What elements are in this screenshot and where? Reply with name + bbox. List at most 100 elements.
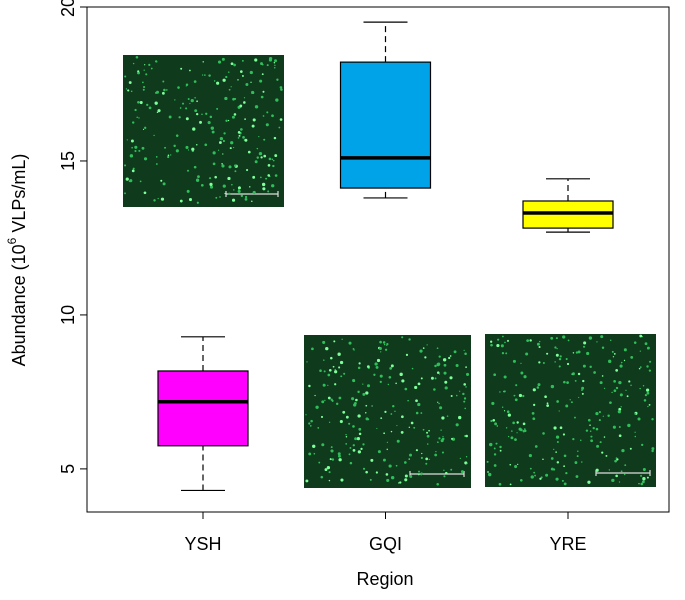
dot (378, 346, 382, 350)
dot (419, 349, 423, 353)
dot (465, 434, 468, 438)
dot (260, 176, 262, 179)
dot (128, 81, 132, 84)
dot (320, 475, 324, 479)
dot (369, 478, 372, 481)
dot (139, 180, 142, 183)
dot (531, 412, 535, 415)
dot (556, 348, 558, 350)
dot (553, 426, 557, 430)
dot (442, 358, 447, 362)
dot (410, 421, 414, 425)
dot (581, 389, 583, 391)
dot (193, 80, 197, 83)
dot (493, 447, 496, 450)
dot (362, 383, 364, 385)
dot (187, 149, 190, 151)
dot (266, 111, 269, 114)
dot (409, 475, 413, 478)
dot (506, 410, 510, 413)
dot (623, 359, 626, 362)
dot (345, 433, 347, 436)
dot (308, 422, 311, 425)
dot (216, 81, 220, 85)
dot (505, 352, 508, 355)
dot (256, 147, 259, 150)
dot (142, 88, 145, 91)
dot (195, 178, 200, 182)
dot (360, 447, 363, 451)
dot (436, 347, 439, 350)
dot (233, 113, 237, 116)
dot (157, 109, 161, 113)
dot (367, 418, 370, 421)
dot (150, 67, 153, 70)
dot (585, 429, 589, 432)
dot (143, 69, 145, 71)
dot (265, 123, 269, 127)
dot (209, 115, 213, 119)
dot (180, 67, 183, 70)
dot (179, 107, 182, 109)
dot (200, 183, 204, 187)
dot (349, 461, 353, 465)
dot (645, 388, 650, 392)
dot (390, 476, 395, 480)
dot (618, 381, 622, 385)
dot (613, 379, 616, 383)
dot (379, 380, 382, 384)
dot (567, 339, 570, 342)
dot (337, 352, 341, 356)
dot (581, 461, 583, 463)
dot (625, 389, 627, 392)
dot (254, 58, 258, 62)
dot (509, 463, 512, 466)
x-tick-label: YSH (184, 534, 221, 554)
dot (514, 398, 518, 402)
dot (230, 86, 232, 88)
dot (441, 451, 444, 454)
dot (173, 144, 176, 148)
dot (370, 458, 374, 462)
dot (490, 340, 493, 343)
dot (449, 376, 453, 380)
dot (186, 189, 190, 193)
dot (227, 119, 230, 122)
dot (418, 474, 420, 476)
dot (238, 134, 241, 137)
dot (325, 346, 329, 351)
dot (537, 383, 541, 387)
dot (633, 341, 637, 344)
dot (536, 342, 540, 346)
dot (199, 120, 202, 124)
dot (500, 344, 504, 348)
dot (174, 99, 176, 101)
dot (642, 468, 646, 472)
dot (532, 417, 536, 421)
dot (234, 170, 237, 173)
dot (643, 399, 647, 402)
dot (639, 366, 642, 369)
x-axis-label: Region (356, 569, 413, 589)
dot (611, 391, 613, 394)
dot (211, 130, 215, 134)
dot (384, 348, 388, 351)
dot (324, 468, 328, 472)
dot (438, 355, 441, 358)
dot (258, 135, 260, 138)
dot (646, 365, 649, 368)
dot (330, 449, 334, 453)
dot (209, 182, 213, 186)
dot (334, 368, 337, 371)
dot (160, 179, 163, 182)
dot (539, 340, 541, 343)
dot (125, 88, 128, 90)
dot (260, 95, 264, 99)
dot (271, 184, 275, 188)
dot (234, 164, 237, 167)
dot (465, 456, 468, 458)
dot (271, 114, 274, 118)
dot (382, 458, 386, 462)
dot (337, 454, 341, 458)
dot (459, 457, 462, 460)
